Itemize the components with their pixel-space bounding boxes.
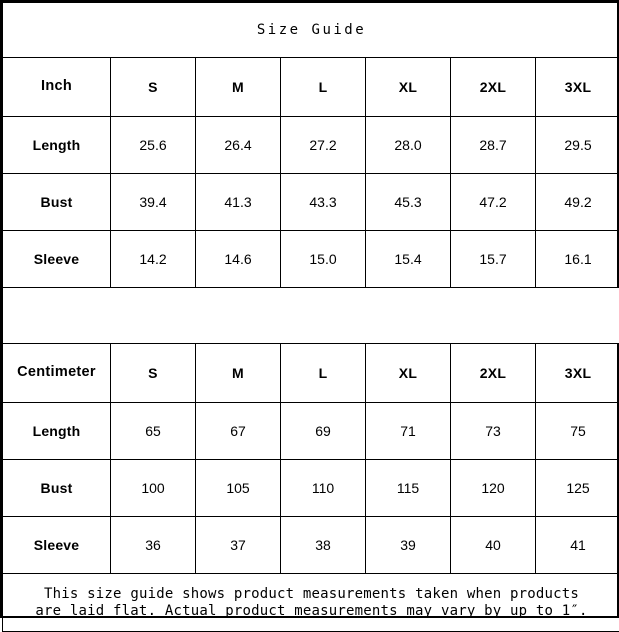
cell-inch-length-xl: 28.0 bbox=[366, 117, 451, 174]
cell-inch-bust-2xl: 47.2 bbox=[451, 174, 536, 231]
size-header-cm-2xl: 2XL bbox=[451, 344, 536, 403]
cell-inch-length-m: 26.4 bbox=[196, 117, 281, 174]
cell-cm-length-2xl: 73 bbox=[451, 403, 536, 460]
cell-inch-length-l: 27.2 bbox=[281, 117, 366, 174]
cell-inch-bust-xl: 45.3 bbox=[366, 174, 451, 231]
table-row: Length 65 67 69 71 73 75 bbox=[3, 403, 619, 460]
size-header-cm-l: L bbox=[281, 344, 366, 403]
measure-label-cm-bust: Bust bbox=[3, 460, 111, 517]
page-title: Size Guide bbox=[3, 3, 619, 58]
cell-inch-sleeve-s: 14.2 bbox=[111, 231, 196, 288]
size-header-cm-3xl: 3XL bbox=[536, 344, 619, 403]
cell-inch-bust-m: 41.3 bbox=[196, 174, 281, 231]
cell-cm-bust-s: 100 bbox=[111, 460, 196, 517]
measure-label-cm-length: Length bbox=[3, 403, 111, 460]
cell-inch-bust-s: 39.4 bbox=[111, 174, 196, 231]
cell-inch-sleeve-3xl: 16.1 bbox=[536, 231, 619, 288]
cell-cm-sleeve-m: 37 bbox=[196, 517, 281, 574]
cell-cm-sleeve-2xl: 40 bbox=[451, 517, 536, 574]
disclaimer-line-1: This size guide shows product measuremen… bbox=[3, 586, 619, 603]
unit-label-inch: Inch bbox=[3, 58, 111, 117]
centimeter-header-row: Centimeter S M L XL 2XL 3XL bbox=[3, 344, 619, 403]
measure-label-bust: Bust bbox=[3, 174, 111, 231]
cell-cm-length-l: 69 bbox=[281, 403, 366, 460]
table-row: Sleeve 36 37 38 39 40 41 bbox=[3, 517, 619, 574]
cell-cm-sleeve-3xl: 41 bbox=[536, 517, 619, 574]
cell-cm-bust-l: 110 bbox=[281, 460, 366, 517]
size-header-cm-xl: XL bbox=[366, 344, 451, 403]
cell-cm-length-s: 65 bbox=[111, 403, 196, 460]
cell-inch-sleeve-2xl: 15.7 bbox=[451, 231, 536, 288]
cell-cm-length-m: 67 bbox=[196, 403, 281, 460]
size-header-cm-s: S bbox=[111, 344, 196, 403]
cell-inch-length-s: 25.6 bbox=[111, 117, 196, 174]
cell-cm-length-3xl: 75 bbox=[536, 403, 619, 460]
cell-cm-sleeve-s: 36 bbox=[111, 517, 196, 574]
cell-cm-length-xl: 71 bbox=[366, 403, 451, 460]
cell-cm-sleeve-xl: 39 bbox=[366, 517, 451, 574]
cell-inch-bust-l: 43.3 bbox=[281, 174, 366, 231]
cell-cm-bust-2xl: 120 bbox=[451, 460, 536, 517]
disclaimer-line-2: are laid flat. Actual product measuremen… bbox=[3, 603, 619, 620]
cell-inch-bust-3xl: 49.2 bbox=[536, 174, 619, 231]
table-row: Sleeve 14.2 14.6 15.0 15.4 15.7 16.1 bbox=[3, 231, 619, 288]
measure-label-sleeve: Sleeve bbox=[3, 231, 111, 288]
cell-inch-sleeve-m: 14.6 bbox=[196, 231, 281, 288]
size-header-xl: XL bbox=[366, 58, 451, 117]
table-row: Bust 100 105 110 115 120 125 bbox=[3, 460, 619, 517]
measure-label-cm-sleeve: Sleeve bbox=[3, 517, 111, 574]
cell-inch-sleeve-xl: 15.4 bbox=[366, 231, 451, 288]
table-separator bbox=[3, 288, 619, 344]
cell-inch-length-2xl: 28.7 bbox=[451, 117, 536, 174]
inch-header-row: Inch S M L XL 2XL 3XL bbox=[3, 58, 619, 117]
cell-inch-length-3xl: 29.5 bbox=[536, 117, 619, 174]
size-header-2xl: 2XL bbox=[451, 58, 536, 117]
cell-cm-bust-xl: 115 bbox=[366, 460, 451, 517]
measure-label-length: Length bbox=[3, 117, 111, 174]
cell-inch-sleeve-l: 15.0 bbox=[281, 231, 366, 288]
size-header-s: S bbox=[111, 58, 196, 117]
measurement-disclaimer: This size guide shows product measuremen… bbox=[3, 574, 619, 632]
table-row: Length 25.6 26.4 27.2 28.0 28.7 29.5 bbox=[3, 117, 619, 174]
cell-cm-bust-3xl: 125 bbox=[536, 460, 619, 517]
footer-row: This size guide shows product measuremen… bbox=[3, 574, 619, 632]
cell-cm-bust-m: 105 bbox=[196, 460, 281, 517]
size-header-l: L bbox=[281, 58, 366, 117]
size-header-cm-m: M bbox=[196, 344, 281, 403]
size-guide-panel: Size Guide Inch S M L XL 2XL 3XL Length … bbox=[0, 0, 619, 618]
table-row: Bust 39.4 41.3 43.3 45.3 47.2 49.2 bbox=[3, 174, 619, 231]
cell-cm-sleeve-l: 38 bbox=[281, 517, 366, 574]
unit-label-centimeter: Centimeter bbox=[3, 344, 111, 403]
table-separator-row bbox=[3, 288, 619, 344]
size-header-3xl: 3XL bbox=[536, 58, 619, 117]
title-row: Size Guide bbox=[3, 3, 619, 58]
size-header-m: M bbox=[196, 58, 281, 117]
